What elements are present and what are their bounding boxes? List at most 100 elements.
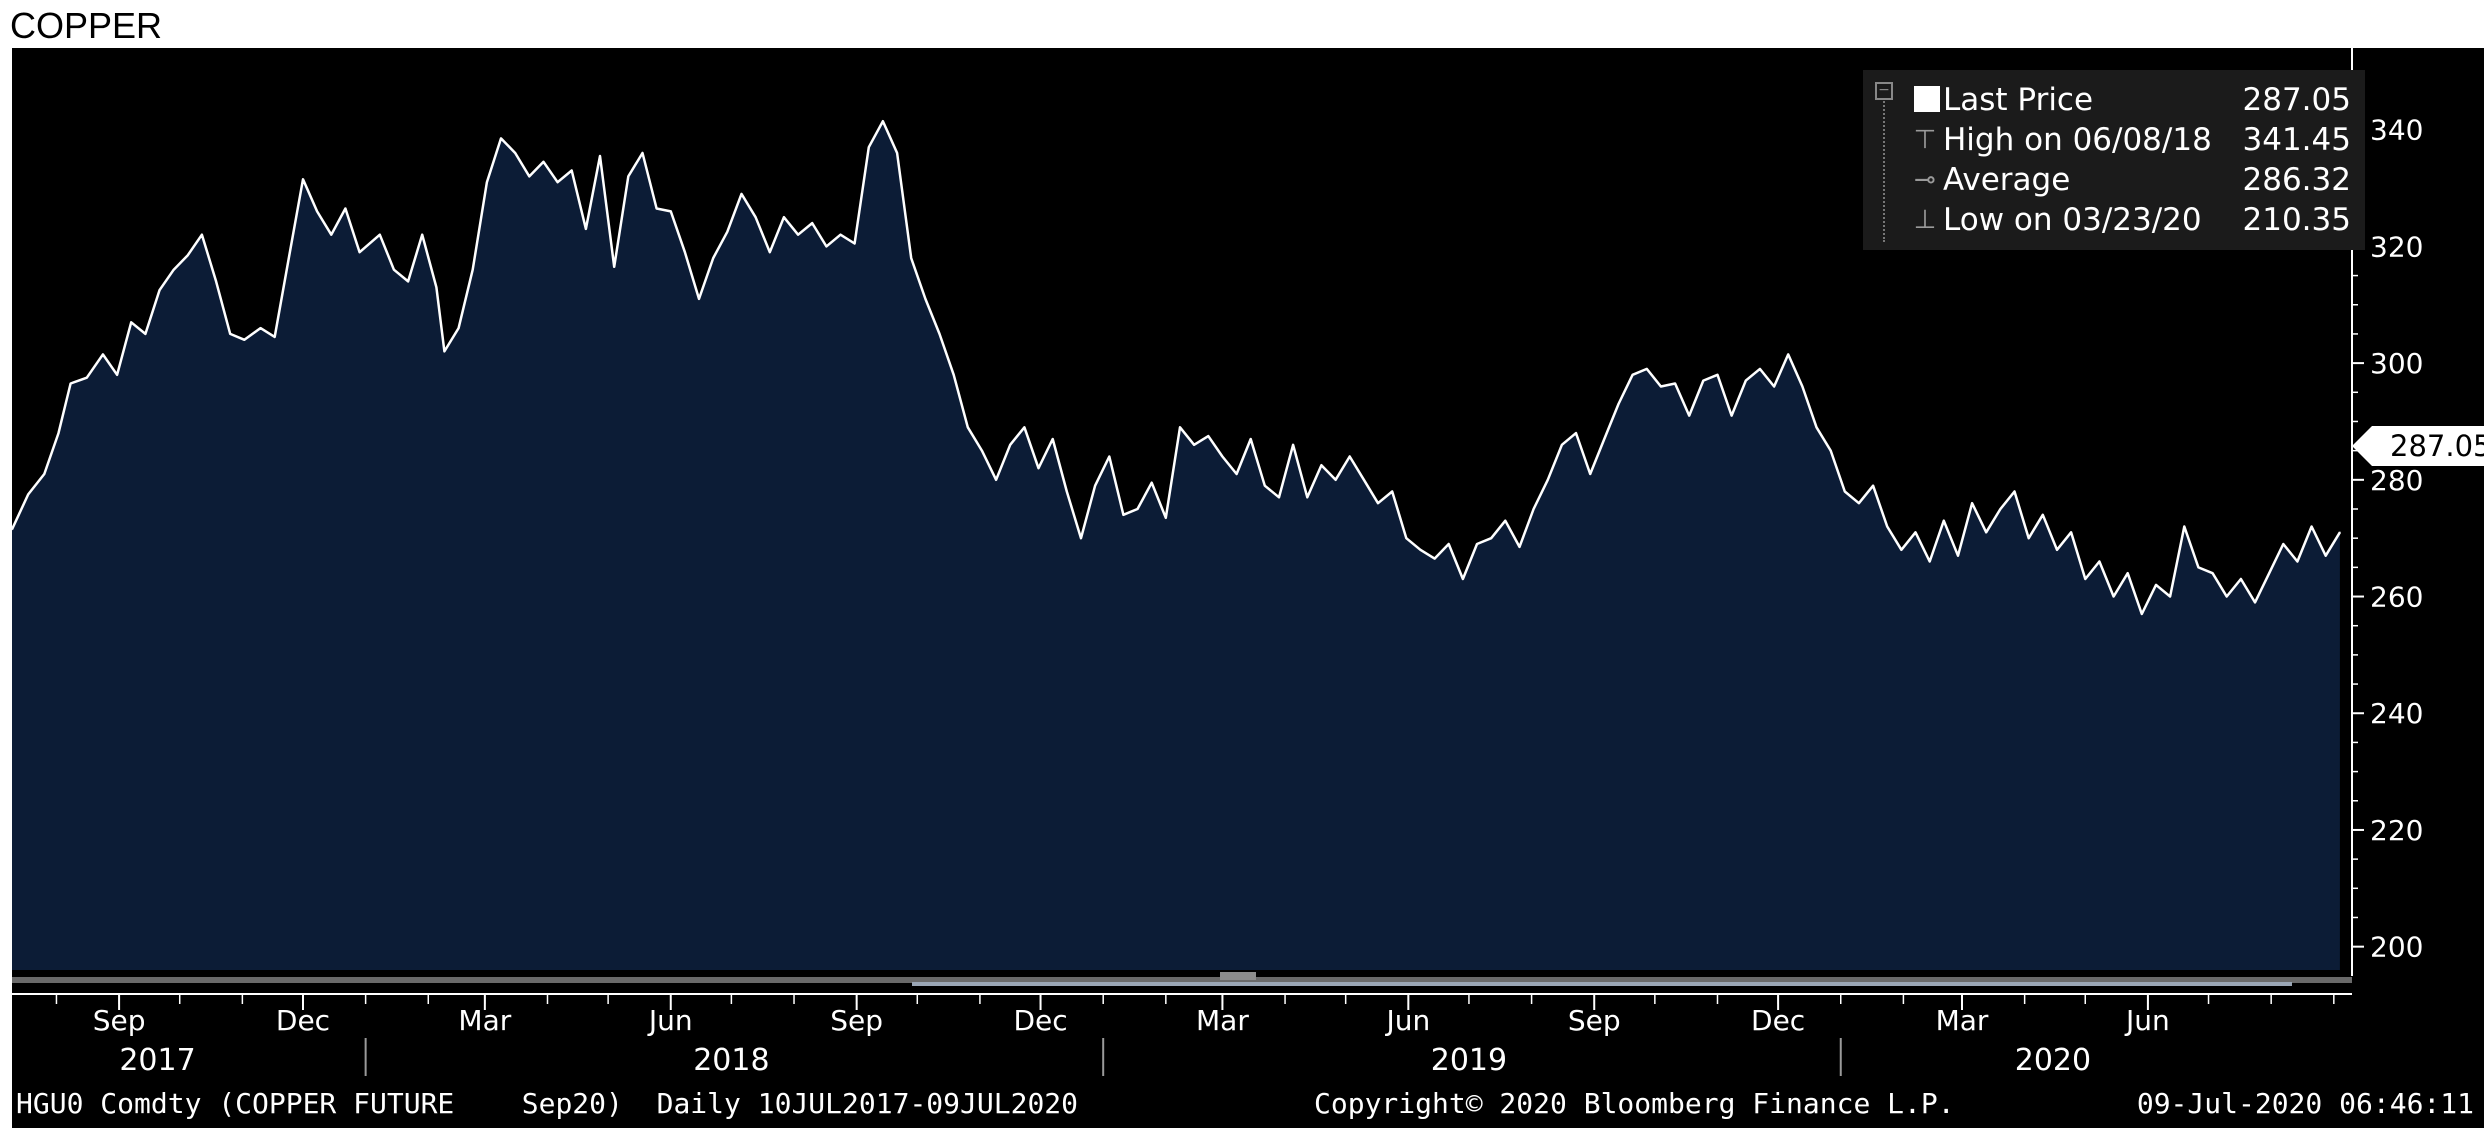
price-point (1603, 438, 1606, 440)
price-point (1249, 438, 1252, 440)
price-point (853, 242, 856, 245)
price-point (1617, 403, 1620, 405)
x-month-label: Dec (276, 1004, 330, 1037)
price-point (1080, 537, 1082, 539)
price-point (116, 374, 118, 376)
price-point (1716, 374, 1719, 376)
price-point (613, 266, 615, 268)
price-point (2268, 572, 2270, 574)
x-month-label: Dec (1013, 1004, 1067, 1037)
price-point (684, 251, 686, 253)
footer-ticker: HGU0 Comdty (COPPER FUTURE Sep20) Daily … (16, 1087, 1079, 1120)
price-point (1179, 426, 1181, 429)
price-point (27, 493, 29, 496)
price-point (599, 155, 601, 157)
price-point (1264, 484, 1266, 487)
price-point (1674, 382, 1676, 385)
price-point (1872, 484, 1874, 487)
price-point (1405, 537, 1408, 539)
price-point (69, 382, 72, 385)
price-point (1207, 435, 1210, 437)
price-point (712, 257, 714, 259)
price-point (1136, 508, 1139, 510)
price-point (1971, 502, 1973, 505)
price-point (2070, 531, 2072, 534)
price-point (2339, 531, 2341, 534)
price-point (1886, 525, 1888, 528)
price-point (1844, 490, 1846, 493)
price-point (1292, 444, 1294, 446)
price-point (1928, 560, 1931, 563)
price-point (952, 374, 955, 376)
legend-value: 287.05 (2242, 82, 2351, 118)
legend-value: 210.35 (2242, 202, 2351, 238)
price-point (2098, 560, 2101, 563)
price-point (1348, 455, 1351, 458)
price-point (273, 336, 276, 338)
legend-collapse-icon[interactable]: − (1875, 82, 1893, 100)
price-point (2296, 560, 2299, 563)
legend-value: 341.45 (2242, 122, 2351, 158)
price-point (641, 152, 644, 154)
price-point (1547, 479, 1549, 481)
price-point (2084, 578, 2087, 580)
price-point (740, 193, 743, 195)
price-point (769, 251, 771, 253)
price-point (57, 432, 60, 434)
price-point (528, 175, 531, 178)
price-point (896, 152, 898, 154)
price-point (995, 479, 997, 481)
price-point (1108, 455, 1111, 458)
price-point (500, 137, 502, 140)
price-point (1858, 502, 1860, 505)
x-year-label: 2019 (1431, 1043, 1507, 1078)
price-point (316, 210, 318, 213)
price-point (811, 222, 813, 224)
y-tick-label: 200 (2370, 931, 2423, 964)
legend-label: High on 06/08/18 (1943, 122, 2212, 158)
price-point (868, 146, 870, 148)
price-point (2169, 595, 2171, 598)
x-year-label: 2018 (693, 1043, 769, 1078)
price-point (229, 333, 231, 335)
price-point (1561, 444, 1563, 446)
price-point (2056, 549, 2058, 551)
price-point (2013, 490, 2016, 493)
chart-panel[interactable]: 200 220 240 260 280 300 320 340 Sep Dec Mar Jun Sep… (12, 48, 2484, 1128)
price-point (627, 175, 630, 178)
price-point (1532, 508, 1535, 510)
price-point (1377, 502, 1379, 505)
price-point (1221, 455, 1224, 458)
price-point (2141, 613, 2143, 615)
price-point (2183, 525, 2186, 528)
y-tick-label: 340 (2370, 114, 2423, 147)
low-marker-icon: ⊥ (1913, 205, 1937, 235)
x-month-label: Mar (458, 1004, 511, 1037)
price-point (2211, 572, 2214, 574)
y-tick-label: 320 (2370, 230, 2423, 263)
x-year-label: 2017 (119, 1043, 195, 1078)
x-month-label: Sep (830, 1004, 883, 1037)
scroll-grip-handle[interactable] (1220, 972, 1256, 980)
price-point (1518, 546, 1521, 548)
price-point (302, 178, 304, 181)
price-point (1363, 479, 1365, 481)
average-marker-icon: ⊸ (1914, 165, 1936, 195)
price-point (924, 298, 927, 300)
legend-item-high: ⊤ High on 06/08/18 341.45 (1863, 120, 2365, 160)
price-point (1066, 490, 1068, 493)
x-month-label: Sep (93, 1004, 146, 1037)
price-point (1957, 554, 1959, 557)
price-point (825, 245, 828, 248)
price-point (1306, 496, 1309, 499)
price-point (1900, 549, 1903, 551)
price-point (1787, 353, 1789, 356)
price-point (1122, 514, 1125, 516)
price-point (288, 257, 290, 259)
price-point (1009, 444, 1011, 446)
white-square-icon (1914, 86, 1940, 112)
last-price-tag: 287.05 (2351, 426, 2484, 466)
price-point (1631, 374, 1634, 376)
price-point (86, 376, 88, 379)
y-tick-label: 240 (2370, 697, 2423, 730)
